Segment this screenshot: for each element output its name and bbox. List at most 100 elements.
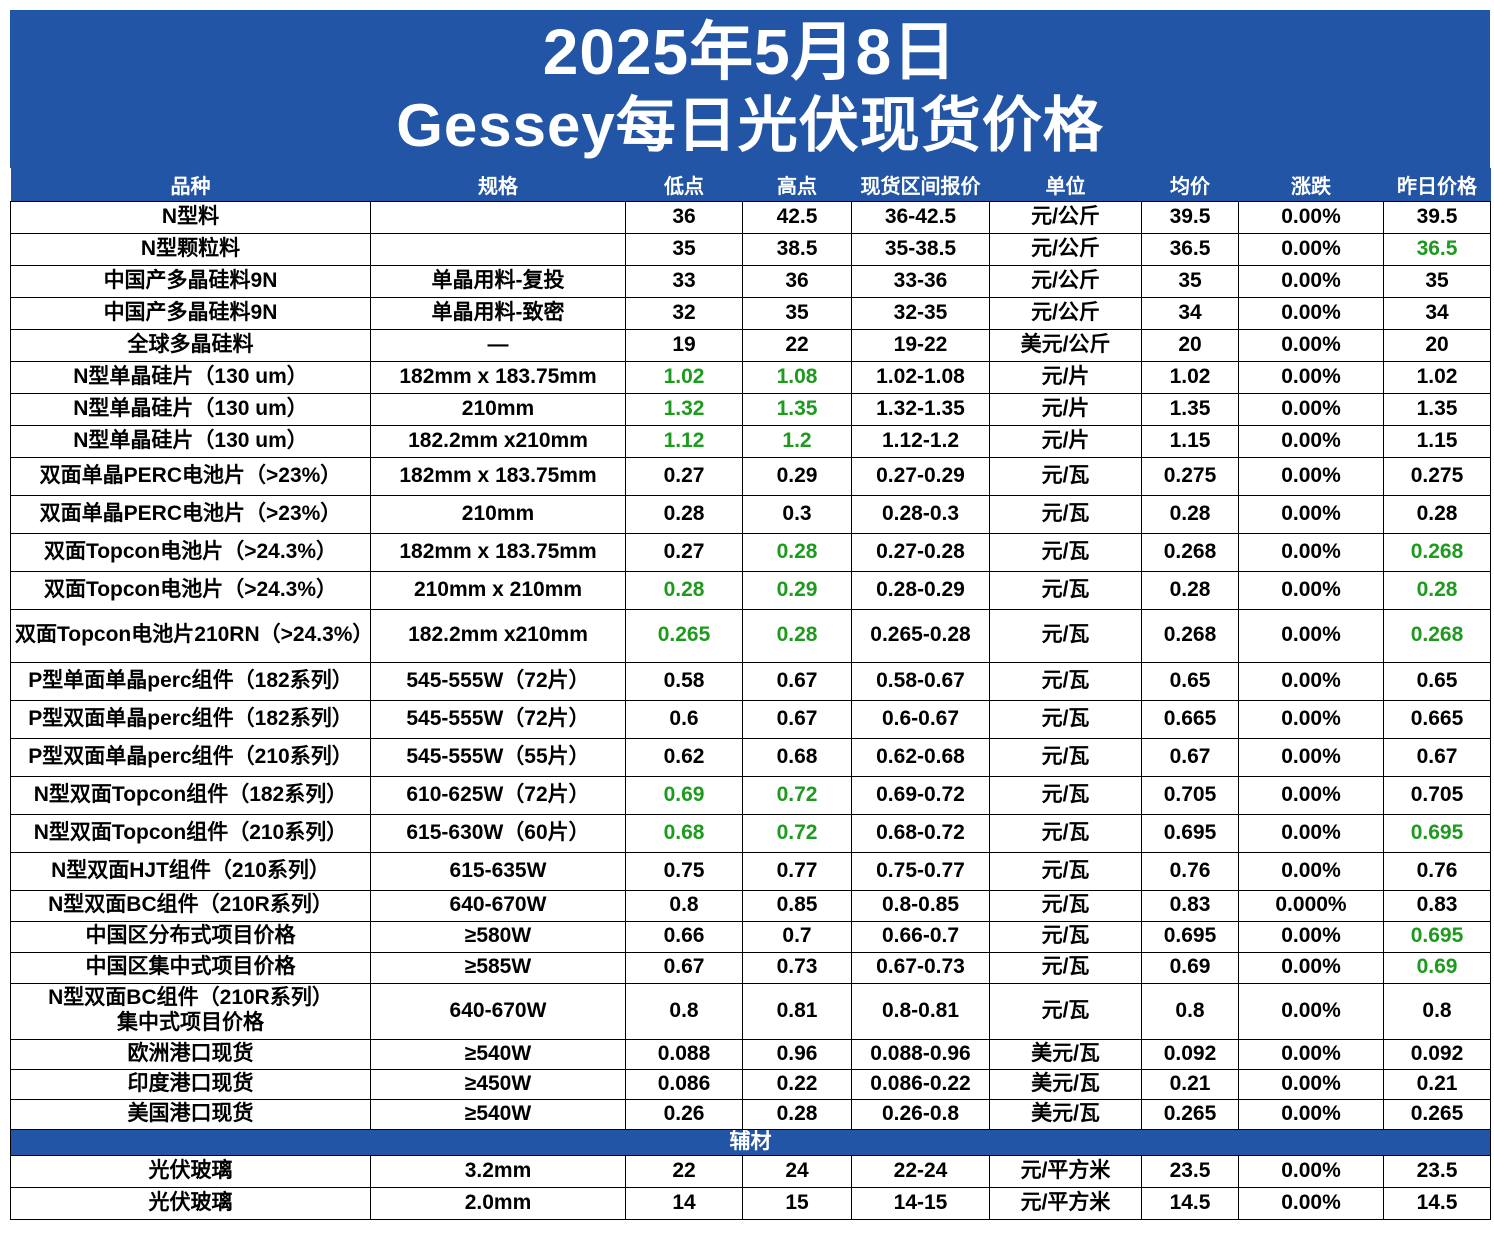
cell-low: 14 bbox=[625, 1186, 743, 1220]
cell-yesterday: 0.28 bbox=[1383, 494, 1491, 534]
column-header-yesterday: 昨日价格 bbox=[1383, 168, 1491, 201]
cell-variety: 全球多晶硅料 bbox=[10, 328, 371, 362]
cell-variety: P型双面单晶perc组件（210系列） bbox=[10, 737, 371, 777]
column-header-unit: 单位 bbox=[989, 168, 1142, 201]
cell-high: 42.5 bbox=[742, 200, 852, 234]
cell-range: 0.28-0.3 bbox=[851, 494, 990, 534]
cell-avg: 14.5 bbox=[1141, 1186, 1239, 1220]
cell-unit: 元/片 bbox=[989, 360, 1142, 394]
cell-spec: 210mm bbox=[370, 392, 626, 426]
cell-unit: 元/片 bbox=[989, 424, 1142, 458]
cell-spec: 182mm x 183.75mm bbox=[370, 360, 626, 394]
cell-range: 0.086-0.22 bbox=[851, 1068, 990, 1100]
cell-low: 35 bbox=[625, 232, 743, 266]
cell-low: 0.62 bbox=[625, 737, 743, 777]
table-row: P型双面单晶perc组件（210系列） 545-555W（55片） 0.62 0.68… bbox=[10, 737, 1491, 777]
table-row: N型双面HJT组件（210系列） 615-635W 0.75 0.77 0.75-0.7… bbox=[10, 851, 1491, 891]
title-banner: 2025年5月8日 Gessey每日光伏现货价格 bbox=[10, 10, 1490, 168]
table-row: 全球多晶硅料 —19 22 19-22 美元/公斤 20 0.00% 20 bbox=[10, 328, 1491, 362]
cell-yesterday: 0.8 bbox=[1383, 982, 1491, 1040]
cell-spec: 182mm x 183.75mm bbox=[370, 456, 626, 496]
cell-variety: 双面Topcon电池片210RN（>24.3%） bbox=[10, 608, 371, 663]
cell-yesterday: 0.092 bbox=[1383, 1038, 1491, 1070]
cell-range: 0.26-0.8 bbox=[851, 1098, 990, 1130]
cell-low: 0.088 bbox=[625, 1038, 743, 1070]
cell-change: 0.00% bbox=[1238, 532, 1384, 572]
cell-avg: 0.665 bbox=[1141, 699, 1239, 739]
section-row: 辅材 bbox=[10, 1128, 1491, 1156]
cell-low: 0.8 bbox=[625, 889, 743, 922]
cell-avg: 39.5 bbox=[1141, 200, 1239, 234]
table-row: 印度港口现货 ≥450W 0.086 0.22 0.086-0.22 美元/瓦 0.21 0.… bbox=[10, 1068, 1491, 1100]
column-header-high: 高点 bbox=[742, 168, 852, 201]
cell-high: 0.29 bbox=[742, 456, 852, 496]
cell-low: 0.26 bbox=[625, 1098, 743, 1130]
cell-low: 1.02 bbox=[625, 360, 743, 394]
cell-high: 0.73 bbox=[742, 951, 852, 984]
cell-avg: 1.35 bbox=[1141, 392, 1239, 426]
cell-spec: ≥540W bbox=[370, 1098, 626, 1130]
cell-change: 0.00% bbox=[1238, 813, 1384, 853]
table-row: 双面Topcon电池片210RN（>24.3%） 182.2mm x210mm 0.… bbox=[10, 608, 1491, 663]
cell-variety: 双面Topcon电池片（>24.3%） bbox=[10, 532, 371, 572]
cell-high: 1.2 bbox=[742, 424, 852, 458]
cell-yesterday: 35 bbox=[1383, 264, 1491, 298]
cell-high: 1.08 bbox=[742, 360, 852, 394]
cell-change: 0.00% bbox=[1238, 328, 1384, 362]
cell-change: 0.00% bbox=[1238, 608, 1384, 663]
table-row: 美国港口现货 ≥540W 0.26 0.28 0.26-0.8 美元/瓦 0.265 0.00… bbox=[10, 1098, 1491, 1130]
cell-high: 22 bbox=[742, 328, 852, 362]
cell-low: 0.68 bbox=[625, 813, 743, 853]
cell-avg: 34 bbox=[1141, 296, 1239, 330]
cell-change: 0.00% bbox=[1238, 360, 1384, 394]
cell-spec: 单晶用料-致密 bbox=[370, 296, 626, 330]
cell-variety: N型双面BC组件（210R系列） bbox=[10, 889, 371, 922]
cell-change: 0.00% bbox=[1238, 456, 1384, 496]
cell-spec: 182.2mm x210mm bbox=[370, 424, 626, 458]
cell-avg: 20 bbox=[1141, 328, 1239, 362]
table-row: 双面单晶PERC电池片（>23%） 182mm x 183.75mm 0.27 0.2… bbox=[10, 456, 1491, 496]
cell-range: 0.58-0.67 bbox=[851, 661, 990, 701]
cell-low: 0.27 bbox=[625, 532, 743, 572]
cell-unit: 元/公斤 bbox=[989, 296, 1142, 330]
cell-variety: N型双面Topcon组件（210系列） bbox=[10, 813, 371, 853]
cell-avg: 0.76 bbox=[1141, 851, 1239, 891]
price-table: 品种 规格 低点 高点 现货区间报价 单位 均价 涨跌 昨日价格 N型料 36 42.5 36-42.… bbox=[10, 168, 1491, 1220]
cell-range: 0.088-0.96 bbox=[851, 1038, 990, 1070]
cell-low: 0.66 bbox=[625, 920, 743, 953]
cell-variety: N型双面Topcon组件（182系列） bbox=[10, 775, 371, 815]
cell-unit: 元/瓦 bbox=[989, 494, 1142, 534]
table-row: 光伏玻璃 2.0mm 14 15 14-15 元/平方米 14.5 0.00% 14.5 bbox=[10, 1186, 1491, 1220]
cell-avg: 1.15 bbox=[1141, 424, 1239, 458]
cell-spec: 单晶用料-复投 bbox=[370, 264, 626, 298]
cell-unit: 元/瓦 bbox=[989, 920, 1142, 953]
cell-yesterday: 34 bbox=[1383, 296, 1491, 330]
cell-change: 0.00% bbox=[1238, 661, 1384, 701]
table-row: N型双面BC组件（210R系列） 集中式项目价格 640-670W 0.8 0.81 0… bbox=[10, 982, 1491, 1040]
cell-change: 0.00% bbox=[1238, 392, 1384, 426]
cell-yesterday: 23.5 bbox=[1383, 1154, 1491, 1188]
table-body: N型料 36 42.5 36-42.5 元/公斤 39.5 0.00% 39.5 N型颗粒料 35… bbox=[10, 200, 1491, 1220]
cell-high: 0.96 bbox=[742, 1038, 852, 1070]
cell-change: 0.00% bbox=[1238, 951, 1384, 984]
cell-low: 33 bbox=[625, 264, 743, 298]
cell-spec bbox=[370, 200, 626, 234]
table-row: N型双面Topcon组件（182系列） 610-625W（72片） 0.69 0.72… bbox=[10, 775, 1491, 815]
cell-yesterday: 0.665 bbox=[1383, 699, 1491, 739]
cell-avg: 0.67 bbox=[1141, 737, 1239, 777]
cell-variety: 美国港口现货 bbox=[10, 1098, 371, 1130]
cell-unit: 元/公斤 bbox=[989, 232, 1142, 266]
cell-high: 1.35 bbox=[742, 392, 852, 426]
cell-range: 0.62-0.68 bbox=[851, 737, 990, 777]
cell-high: 0.28 bbox=[742, 608, 852, 663]
column-header-change: 涨跌 bbox=[1238, 168, 1384, 201]
cell-range: 0.68-0.72 bbox=[851, 813, 990, 853]
table-row: N型双面Topcon组件（210系列） 615-630W（60片） 0.68 0.72… bbox=[10, 813, 1491, 853]
cell-yesterday: 0.695 bbox=[1383, 813, 1491, 853]
table-row: 中国区分布式项目价格 ≥580W 0.66 0.7 0.66-0.7 元/瓦 0.695 0.… bbox=[10, 920, 1491, 953]
cell-change: 0.00% bbox=[1238, 982, 1384, 1040]
cell-high: 36 bbox=[742, 264, 852, 298]
cell-unit: 元/瓦 bbox=[989, 699, 1142, 739]
table-row: 双面单晶PERC电池片（>23%） 210mm 0.28 0.3 0.28-0.3 元/瓦… bbox=[10, 494, 1491, 534]
table-row: 光伏玻璃 3.2mm 22 24 22-24 元/平方米 23.5 0.00% 23.5 bbox=[10, 1154, 1491, 1188]
